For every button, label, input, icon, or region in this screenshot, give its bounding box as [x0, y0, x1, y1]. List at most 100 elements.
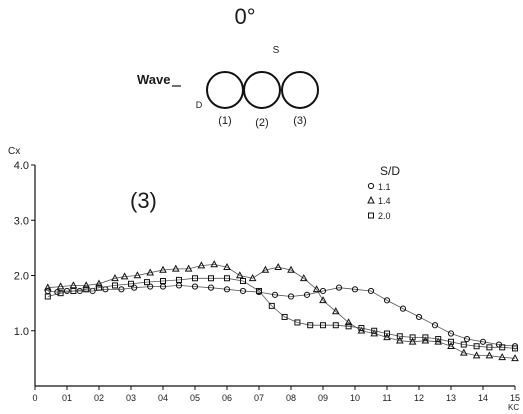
x-tick-label: 0 [32, 393, 37, 403]
legend-label-3: 2.0 [378, 211, 391, 221]
data-point-circle [351, 286, 359, 293]
legend-entry-1: 1.1 [367, 182, 391, 192]
legend-label-2: 1.4 [378, 196, 391, 206]
data-point-triangle [111, 274, 119, 282]
data-point-square [358, 324, 365, 331]
data-point-triangle [319, 296, 327, 304]
data-point-circle [239, 287, 247, 295]
data-point-square [208, 275, 214, 282]
y-tick-label: 1.0 [14, 326, 29, 338]
diameter-label: D [196, 100, 203, 110]
x-tick-label: 12 [414, 393, 424, 403]
series-line [47, 284, 516, 347]
data-point-circle [223, 286, 231, 293]
data-point-triangle [235, 271, 244, 279]
data-point-square [294, 319, 301, 326]
data-point-circle [319, 287, 327, 295]
series-line [47, 277, 516, 349]
legend-label-1: 1.1 [378, 182, 391, 192]
data-point-triangle [261, 265, 270, 273]
cylinder-3 [281, 71, 319, 109]
x-axis-label: KC [508, 403, 519, 412]
data-point-circle [463, 335, 471, 343]
data-point-triangle [197, 261, 206, 269]
cylinder-2 [243, 71, 281, 109]
data-point-circle [431, 322, 439, 329]
legend-entry-3: 2.0 [368, 211, 391, 221]
data-point-square [435, 336, 442, 343]
x-tick-label: 04 [158, 393, 168, 403]
data-point-triangle [408, 337, 417, 345]
data-point-square [256, 287, 262, 294]
data-point-circle [191, 283, 199, 290]
data-point-triangle [43, 283, 52, 291]
data-point-triangle [459, 348, 468, 356]
data-point-triangle [159, 265, 167, 273]
data-point-circle [415, 313, 423, 321]
data-point-triangle [133, 271, 142, 279]
data-point-triangle [56, 282, 65, 290]
series-circle [44, 282, 519, 350]
legend-marker-circle [367, 182, 375, 190]
data-point-triangle [383, 333, 391, 341]
data-point-square [128, 280, 134, 287]
legend-entry-2: 1.4 [367, 195, 391, 206]
data-point-square [320, 322, 326, 329]
data-point-circle [303, 291, 311, 298]
data-point-triangle [485, 351, 494, 359]
data-point-square [307, 322, 314, 329]
data-point-triangle [223, 262, 231, 271]
cylinder-2-label: (2) [255, 117, 268, 129]
data-point-square [44, 293, 51, 300]
spacing-label: S [273, 45, 280, 56]
data-point-circle [54, 288, 61, 296]
data-point-square [96, 284, 102, 291]
data-point-square [57, 290, 64, 297]
y-ticks: 1.0 2.0 3.0 4.0 [14, 160, 35, 338]
series-line [47, 263, 516, 359]
data-point-square [409, 334, 416, 341]
series-triangle [43, 260, 519, 362]
series-square [44, 275, 518, 352]
data-point-square [499, 344, 506, 351]
x-tick-label: 08 [286, 393, 296, 403]
x-tick-label: 01 [62, 393, 72, 403]
data-point-square [384, 330, 390, 337]
data-point-triangle [69, 281, 78, 289]
data-point-triangle [344, 318, 353, 326]
data-point-circle [147, 283, 154, 290]
data-point-square [448, 338, 454, 345]
data-point-circle [447, 330, 455, 337]
x-tick-label: 14 [478, 393, 488, 403]
data-point-circle [118, 286, 125, 293]
data-point-square [112, 282, 118, 289]
data-point-circle [287, 293, 295, 300]
data-point-square [345, 323, 352, 330]
data-point-triangle [210, 260, 219, 268]
cylinder-1 [206, 71, 244, 109]
data-point-circle [63, 287, 71, 295]
data-point-square [396, 333, 403, 340]
data-point-square [224, 275, 230, 282]
data-point-triangle [274, 262, 283, 271]
plot-area [43, 260, 519, 362]
data-point-square [486, 344, 493, 351]
data-point-triangle [95, 279, 103, 287]
data-point-square [281, 313, 288, 320]
data-point-circle [399, 305, 407, 312]
y-tick-label: 3.0 [14, 215, 29, 227]
data-point-square [160, 278, 166, 285]
data-point-circle [131, 284, 138, 291]
data-point-triangle [120, 272, 129, 280]
data-point-circle [383, 297, 391, 304]
legend-title: S/D [380, 164, 400, 178]
data-point-square [512, 345, 518, 352]
data-point-square [422, 334, 429, 341]
data-point-triangle [171, 264, 180, 272]
x-tick-label: 05 [190, 393, 200, 403]
data-point-triangle [447, 341, 455, 350]
legend-marker-triangle [367, 195, 375, 204]
data-point-square [371, 327, 378, 334]
data-point-square [268, 302, 275, 309]
